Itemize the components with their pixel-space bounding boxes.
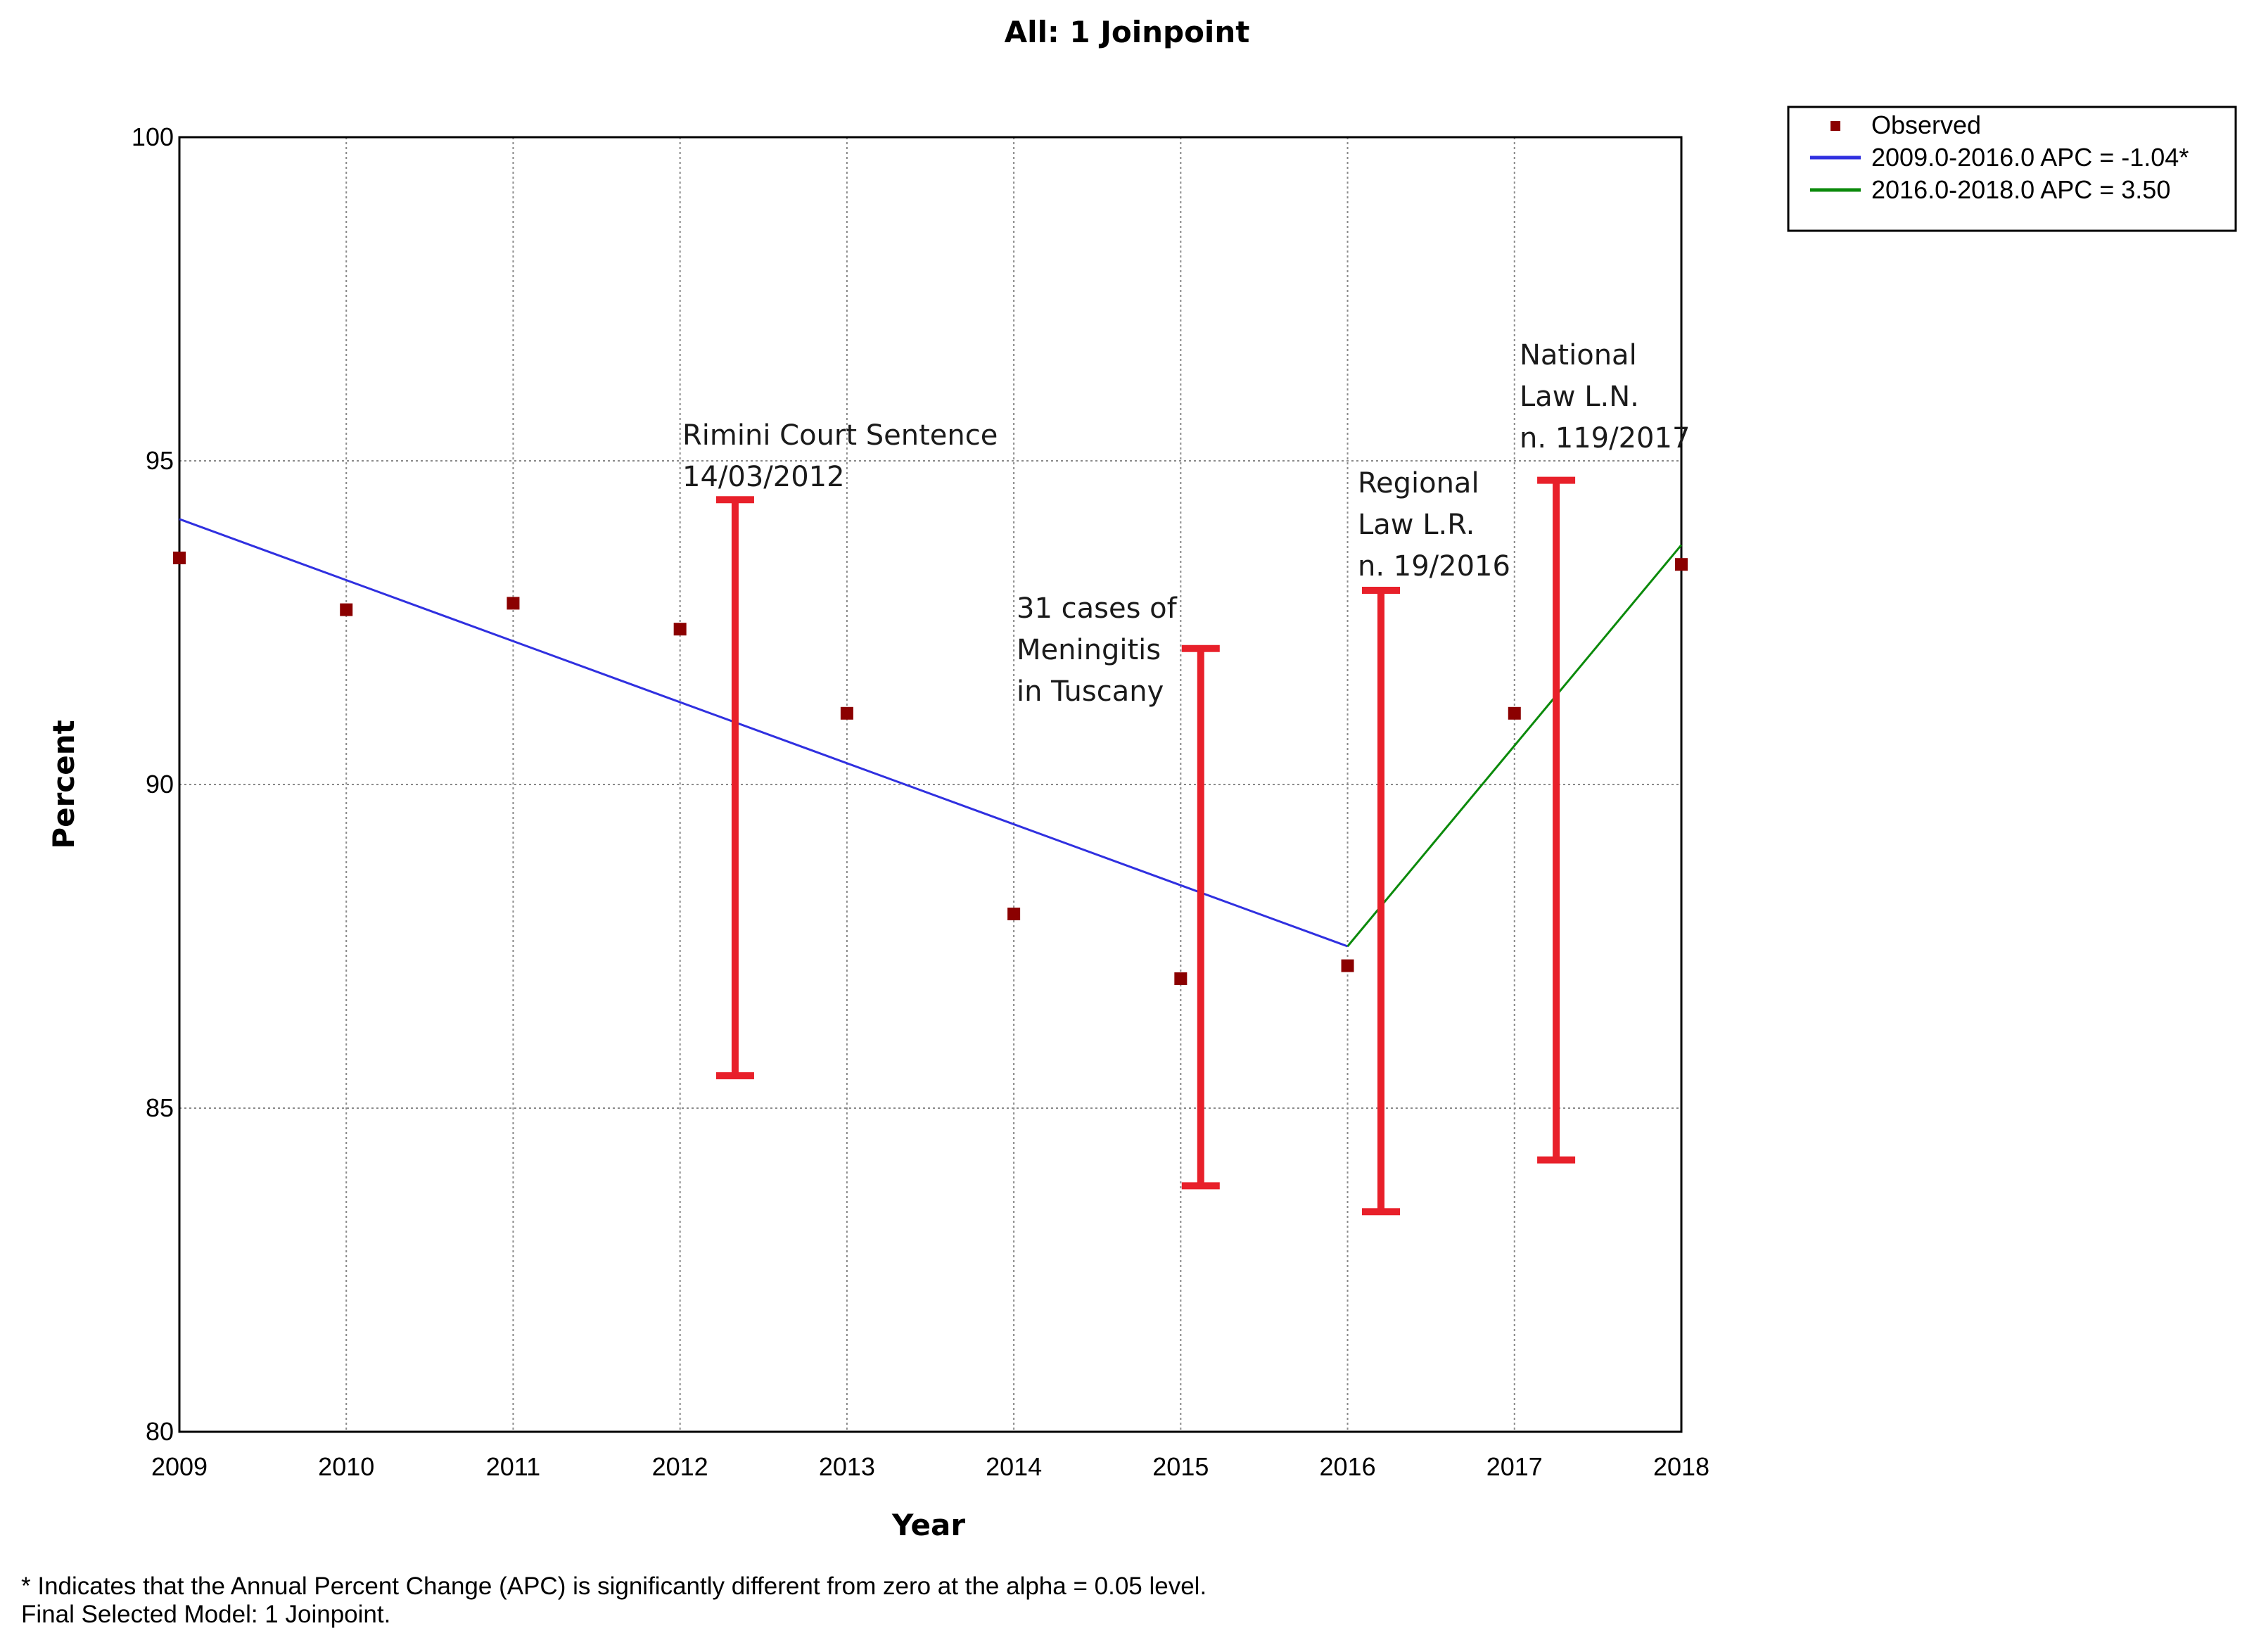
event-markers [715,476,1576,1216]
x-tick-label: 2012 [652,1452,708,1481]
x-tick-label: 2014 [986,1452,1042,1481]
event-annotations: Rimini Court Sentence 14/03/2012 31 cases … [682,339,1690,708]
y-tick-label: 80 [146,1417,174,1446]
event-annotation-2: 31 cases of Meningitis in Tuscany [1017,592,1178,708]
y-axis-title: Percent [46,720,81,849]
event-annotation-3: Regional Law L.R. n. 19/2016 [1358,467,1510,583]
y-tick-label: 85 [146,1093,174,1122]
event-annotation-1: Rimini Court Sentence 14/03/2012 [682,419,998,493]
trend-lines [179,518,1683,948]
plot-frame [178,136,1683,1433]
observed-point [1508,706,1521,720]
x-axis-ticks: 2009 2010 2011 2012 2013 2014 2015 2016 2017 2018 [151,1452,1709,1481]
legend-label: Observed [1871,110,1981,139]
observed-point [840,706,853,720]
x-tick-label: 2015 [1152,1452,1209,1481]
legend-label: 2016.0-2018.0 APC = 3.50 [1871,175,2170,204]
annotation-line: Meningitis [1017,634,1161,666]
x-tick-label: 2010 [318,1452,374,1481]
x-tick-label: 2016 [1320,1452,1376,1481]
observed-point [340,603,353,616]
legend-swatch-observed [1830,121,1840,131]
x-tick-label: 2018 [1653,1452,1709,1481]
observed-point [1675,558,1688,571]
event-annotation-4: National Law L.N. n. 119/2017 [1520,339,1690,455]
trend-line-2 [1346,544,1683,947]
footnote-line-1: * Indicates that the Annual Percent Chan… [21,1572,1207,1600]
x-tick-label: 2013 [819,1452,875,1481]
y-tick-label: 90 [146,770,174,799]
annotation-line: Regional [1358,467,1479,500]
observed-point [673,623,687,636]
grid [179,136,1682,1432]
event-marker-2 [1181,644,1220,1190]
annotation-line: Law L.R. [1358,509,1475,541]
annotation-line: 14/03/2012 [682,461,845,493]
event-marker-4 [1537,476,1576,1164]
x-axis-title: Year [891,1508,965,1542]
y-axis-ticks: 80 85 90 95 100 [132,122,174,1446]
x-tick-label: 2011 [486,1452,540,1481]
annotation-line: Rimini Court Sentence [682,419,998,452]
annotation-line: n. 19/2016 [1358,550,1510,583]
legend: Observed 2009.0-2016.0 APC = -1.04* 2016.0… [1787,106,2237,232]
legend-box [1787,106,2237,232]
legend-label: 2009.0-2016.0 APC = -1.04* [1871,143,2189,172]
y-tick-label: 100 [132,122,174,151]
y-tick-label: 95 [146,446,174,475]
observed-point [1341,959,1354,972]
x-tick-label: 2009 [151,1452,208,1481]
annotation-line: 31 cases of [1017,592,1178,625]
annotation-line: Law L.N. [1520,381,1639,413]
observed-point [1174,972,1188,985]
annotation-line: National [1520,339,1637,371]
event-marker-1 [715,496,754,1079]
x-tick-label: 2017 [1486,1452,1543,1481]
trend-line-1 [179,518,1349,948]
footnote-line-2: Final Selected Model: 1 Joinpoint. [21,1601,391,1628]
observed-point [173,552,186,564]
observed-point [1007,908,1021,920]
annotation-line: n. 119/2017 [1520,422,1690,455]
event-marker-3 [1362,587,1400,1216]
observed-points [173,552,1688,985]
chart-title: All: 1 Joinpoint [1005,15,1250,49]
footnote: * Indicates that the Annual Percent Chan… [21,1572,1206,1629]
annotation-line: in Tuscany [1017,675,1164,708]
observed-point [507,597,520,610]
